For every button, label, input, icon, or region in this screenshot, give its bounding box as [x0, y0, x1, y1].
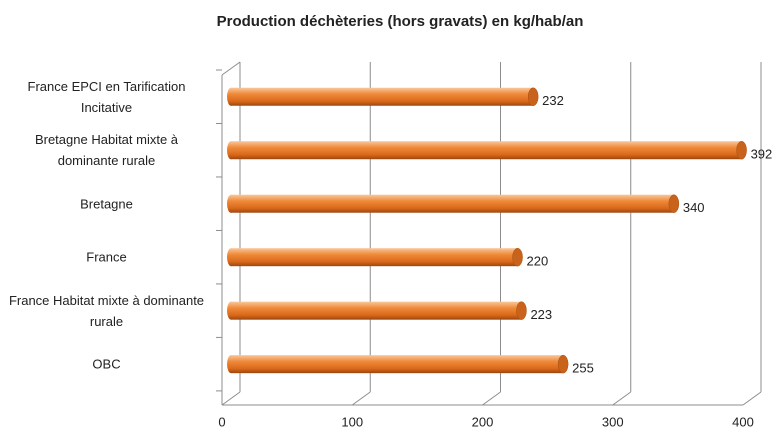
bar-cap	[227, 301, 235, 320]
data-label: 223	[530, 307, 552, 322]
bar	[231, 141, 742, 160]
data-label: 220	[527, 254, 549, 269]
bar-cap	[516, 301, 527, 320]
bar	[231, 355, 564, 374]
tick-mark	[221, 391, 241, 406]
y-tick-label: OBC	[92, 356, 121, 372]
bar-cap	[527, 87, 539, 106]
tick-mark	[612, 391, 632, 406]
data-label: 255	[572, 361, 594, 376]
bar-cap	[227, 194, 235, 213]
y-tick-label: Bretagne Habitat mixte à dominante rural…	[34, 132, 179, 169]
bar-cap	[227, 87, 235, 106]
data-label: 392	[751, 147, 773, 162]
x-tick-label: 200	[472, 414, 494, 429]
x-tick-label: 100	[341, 414, 363, 429]
bar-cap	[668, 194, 680, 213]
tick-mark	[482, 391, 501, 406]
axis-line	[221, 61, 241, 76]
bar-cap	[557, 354, 569, 374]
chart-title: Production déchèteries (hors gravats) en…	[217, 13, 584, 30]
bar	[231, 87, 534, 106]
bar	[231, 194, 674, 213]
data-label: 340	[683, 200, 705, 215]
bar-cap	[512, 247, 523, 267]
y-tick-label: France	[86, 249, 127, 265]
x-tick-label: 400	[732, 414, 754, 429]
bar-cap	[227, 248, 235, 267]
bar-cap	[227, 141, 235, 160]
x-tick-label: 300	[602, 414, 624, 429]
data-label: 232	[542, 93, 564, 108]
x-tick-label: 0	[218, 414, 225, 429]
tick-mark	[742, 391, 762, 406]
tick-mark	[351, 391, 371, 406]
y-tick-label: Bretagne	[80, 196, 133, 212]
bar-cap	[227, 355, 235, 374]
y-tick-label: France EPCI en Tarification Incitative	[27, 78, 186, 115]
bar	[231, 301, 522, 320]
bar	[231, 248, 518, 267]
bar-cap	[736, 140, 747, 160]
y-tick-label: France Habitat mixte à dominante rurale	[8, 292, 205, 329]
